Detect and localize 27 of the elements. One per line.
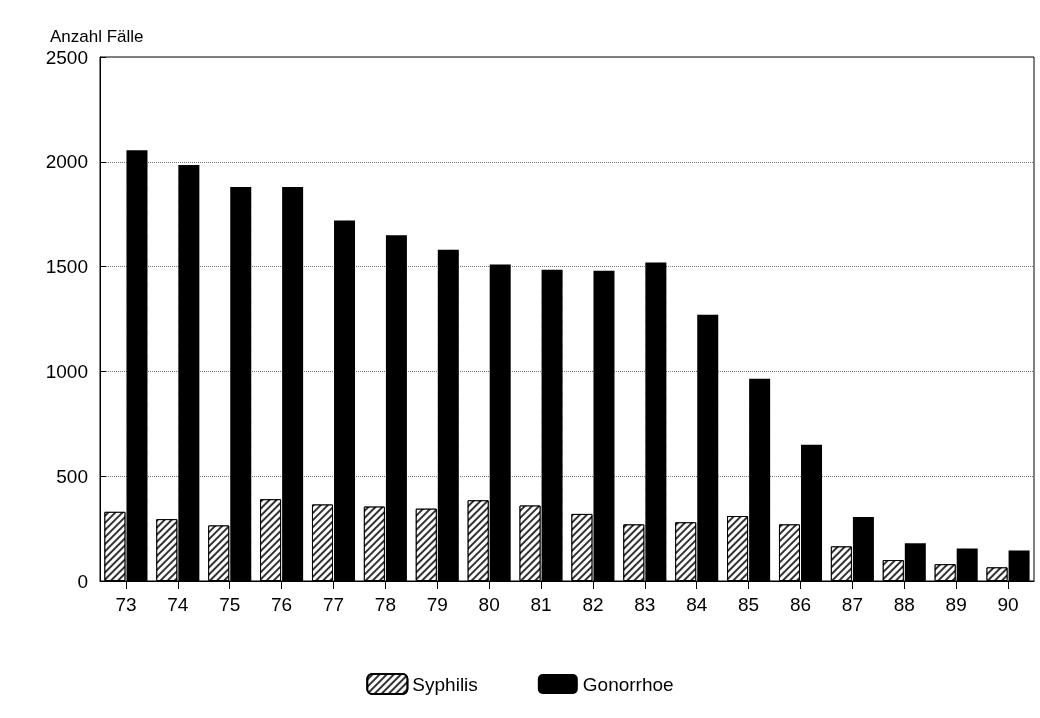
y-tick-label: 0 [77, 570, 88, 592]
y-tick-label: 2500 [45, 46, 88, 68]
x-tick-label: 79 [426, 594, 448, 615]
x-tick-label: 76 [271, 594, 293, 615]
x-tick-label: 75 [219, 594, 241, 615]
y-tick-label: 1500 [45, 256, 88, 278]
x-tick-label: 85 [738, 594, 760, 615]
x-tick-label: 83 [634, 594, 656, 615]
x-tick-label: 78 [374, 594, 396, 615]
legend-label: Syphilis [412, 673, 478, 695]
x-tick-label: 77 [322, 594, 345, 615]
y-axis-title: Anzahl Fälle [50, 27, 144, 46]
x-tick-label: 84 [686, 594, 708, 615]
legend-label: Gonorrhoe [582, 673, 674, 695]
x-tick-label: 82 [582, 594, 604, 615]
x-tick-label: 87 [841, 594, 863, 615]
x-tick-label: 73 [115, 594, 137, 615]
y-tick-label: 2000 [45, 151, 88, 173]
x-tick-label: 89 [945, 594, 967, 615]
x-tick-label: 86 [789, 594, 812, 615]
x-tick-label: 90 [997, 594, 1019, 615]
x-tick-label: 81 [530, 594, 552, 615]
y-tick-label: 1000 [45, 360, 88, 382]
x-tick-label: 74 [167, 594, 189, 615]
x-tick-label: 88 [893, 594, 915, 615]
x-tick-label: 80 [478, 594, 500, 615]
y-tick-label: 500 [56, 465, 88, 487]
